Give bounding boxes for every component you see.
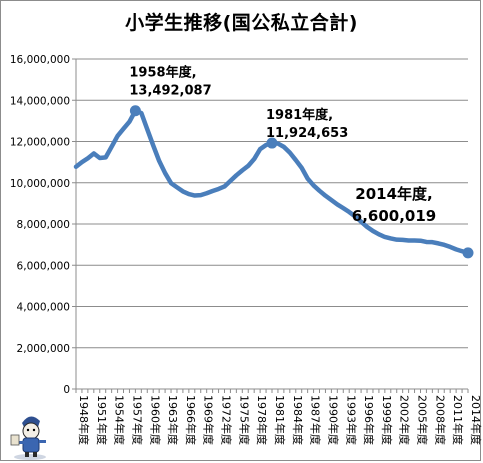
y-tick-label: 12,000,000 bbox=[10, 137, 70, 149]
x-tick-label: 1984年度 bbox=[291, 395, 305, 445]
x-tick-label: 2002年度 bbox=[398, 395, 412, 445]
x-tick-label: 2014年度 bbox=[469, 395, 483, 445]
mascot-illustration bbox=[10, 416, 46, 460]
x-tick-label: 1966年度 bbox=[184, 395, 198, 445]
x-tick-label: 2011年度 bbox=[451, 395, 465, 445]
annotation-label-value: 11,924,653 bbox=[266, 126, 348, 141]
x-tick-label: 1993年度 bbox=[344, 395, 358, 445]
y-tick-label: 14,000,000 bbox=[10, 95, 70, 107]
plot-area bbox=[73, 105, 474, 259]
x-tick-label: 1981年度 bbox=[273, 395, 287, 445]
annotations: 1958年度, 13,492,087 1981年度, 11,924,653 2014年度… bbox=[129, 65, 436, 225]
y-tick-label: 2,000,000 bbox=[17, 343, 70, 355]
x-tick-label: 1978年度 bbox=[255, 395, 269, 445]
x-tick-label: 1999年度 bbox=[380, 395, 394, 445]
x-tick-label: 1957年度 bbox=[130, 395, 144, 445]
y-axis: 0 2,000,000 4,000,000 6,000,000 8,000,000 10,… bbox=[10, 54, 77, 396]
annotation-label-year: 2014年度, bbox=[355, 185, 432, 203]
data-point-marker bbox=[266, 137, 278, 149]
chart-title: 小学生推移(国公私立合計) bbox=[125, 12, 358, 34]
y-tick-label: 4,000,000 bbox=[17, 302, 70, 314]
x-tick-label: 1975年度 bbox=[237, 395, 251, 445]
y-tick-label: 6,000,000 bbox=[17, 260, 70, 272]
x-tick-label: 1990年度 bbox=[326, 395, 340, 445]
annotation-label-value: 6,600,019 bbox=[352, 207, 436, 225]
data-point-marker bbox=[129, 105, 141, 117]
x-tick-label: 1987年度 bbox=[309, 395, 323, 445]
data-point-marker bbox=[462, 247, 474, 259]
annotation-label-value: 13,492,087 bbox=[129, 84, 211, 99]
x-tick-label: 1996年度 bbox=[362, 395, 376, 445]
y-tick-label: 0 bbox=[63, 384, 70, 396]
x-tick-label: 1960年度 bbox=[148, 395, 162, 445]
x-tick-label: 2008年度 bbox=[433, 395, 447, 445]
y-tick-label: 10,000,000 bbox=[10, 178, 70, 190]
x-tick-label: 1972年度 bbox=[220, 395, 234, 445]
x-tick-label: 1954年度 bbox=[113, 395, 127, 445]
x-tick-label: 1948年度 bbox=[77, 395, 91, 445]
annotation-label-year: 1981年度, bbox=[266, 107, 333, 123]
x-tick-label: 1969年度 bbox=[202, 395, 216, 445]
y-tick-label: 16,000,000 bbox=[10, 54, 70, 66]
x-tick-label: 1963年度 bbox=[166, 395, 180, 445]
annotation-label-year: 1958年度, bbox=[129, 65, 196, 81]
x-axis: 1948年度 1951年度 1954年度 1957年度 1960年度 1963年度 1966… bbox=[75, 388, 483, 445]
y-tick-label: 8,000,000 bbox=[17, 219, 70, 231]
x-tick-label: 1951年度 bbox=[95, 395, 109, 445]
x-tick-label: 2005年度 bbox=[416, 395, 430, 445]
